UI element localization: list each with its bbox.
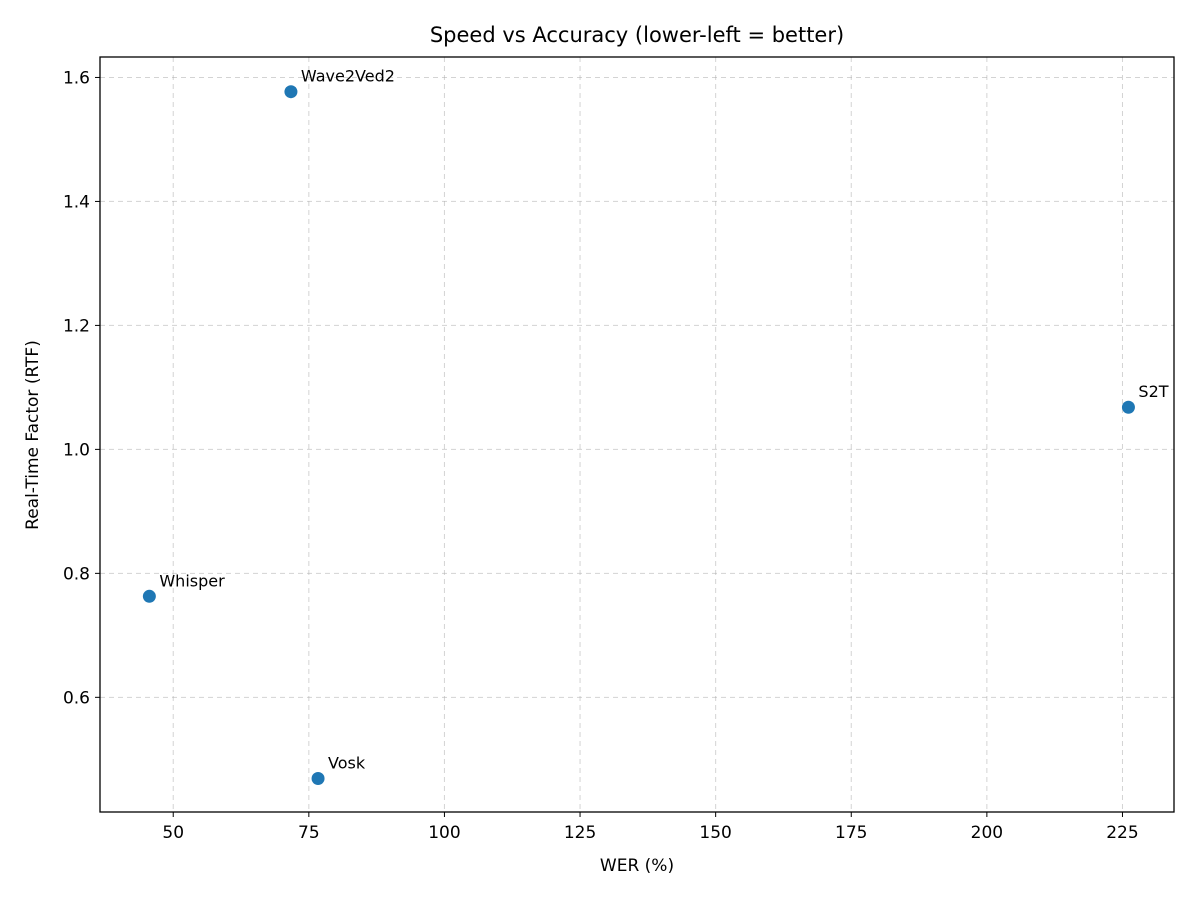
x-tick-label: 175 [835, 823, 867, 843]
plot-frame [99, 56, 1175, 813]
y-tick-label: 1.0 [63, 440, 90, 460]
x-tick-label: 225 [1106, 823, 1138, 843]
data-point [142, 589, 156, 603]
data-point-label: Wave2Ved2 [301, 67, 395, 86]
data-point-label: Whisper [159, 571, 225, 590]
y-tick-label: 1.6 [63, 68, 90, 88]
x-tick-label: 75 [298, 823, 320, 843]
data-point [311, 772, 325, 786]
grid-layer [100, 57, 1174, 812]
data-point-label: Vosk [328, 754, 366, 773]
x-tick-label: 125 [564, 823, 596, 843]
x-tick-label: 100 [428, 823, 460, 843]
data-point [284, 85, 298, 99]
y-tick-label: 0.6 [63, 688, 90, 708]
data-point [1121, 400, 1135, 414]
y-tick-label: 1.4 [63, 192, 90, 212]
x-axis-label: WER (%) [600, 856, 674, 876]
points-layer [142, 85, 1135, 786]
x-tick-label: 200 [971, 823, 1003, 843]
y-tick-label: 0.8 [63, 564, 90, 584]
x-tick-label: 150 [699, 823, 731, 843]
chart-title: Speed vs Accuracy (lower-left = better) [430, 23, 844, 47]
point-labels-layer: Wave2Ved2 S2T Whisper Vosk [159, 67, 1168, 773]
data-point-label: S2T [1138, 382, 1168, 401]
tick-layer: 50 75 100 125 150 175 200 225 0.6 0.8 1.0 1.2 1.4 1.6 [63, 68, 1139, 843]
y-axis-label: Real-Time Factor (RTF) [23, 340, 43, 530]
x-tick-label: 50 [162, 823, 184, 843]
y-tick-label: 1.2 [63, 316, 90, 336]
